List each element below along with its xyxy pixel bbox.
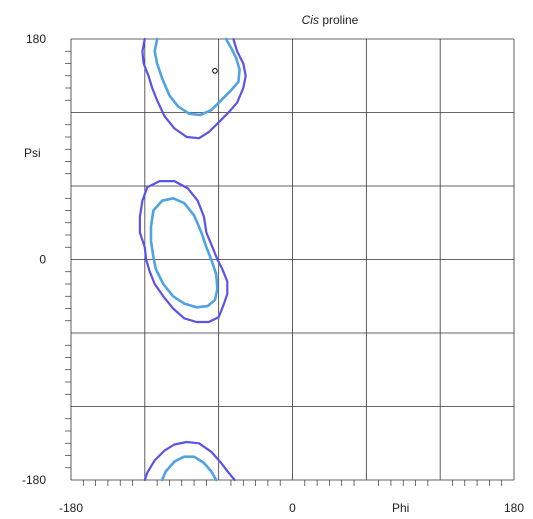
chart-title-italic: Cis bbox=[302, 13, 319, 27]
contour-allowed-middle bbox=[138, 180, 229, 324]
chart-title: Cis proline bbox=[302, 13, 359, 27]
y-axis-label: Psi bbox=[24, 146, 41, 160]
data-points bbox=[212, 68, 218, 74]
contour-favoured-upper bbox=[153, 37, 241, 117]
contours bbox=[138, 37, 247, 482]
grid bbox=[70, 38, 515, 481]
y-tick-label: 0 bbox=[39, 253, 46, 267]
contour-allowed-upper bbox=[141, 37, 247, 140]
y-tick-label: 180 bbox=[26, 32, 46, 46]
x-tick-label: -180 bbox=[59, 501, 83, 515]
contour-favoured-lower bbox=[160, 455, 218, 482]
contour-allowed-lower bbox=[143, 440, 236, 482]
y-tick-label: -180 bbox=[22, 473, 46, 487]
residue-point bbox=[212, 68, 218, 74]
chart-title-rest: proline bbox=[319, 13, 359, 27]
x-tick-label: 180 bbox=[504, 501, 524, 515]
contour-favoured-middle bbox=[149, 197, 219, 309]
minor-ticks bbox=[65, 50, 503, 486]
x-axis-label: Phi bbox=[392, 501, 409, 515]
tick-labels: -180 0 180 180 0 -180 bbox=[22, 32, 524, 515]
x-tick-label: 0 bbox=[289, 501, 296, 515]
